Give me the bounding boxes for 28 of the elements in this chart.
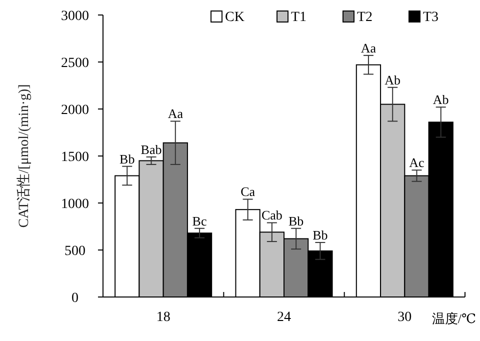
data-label: Bb — [120, 151, 135, 166]
data-label: Bc — [192, 213, 207, 228]
data-label: Cab — [261, 208, 282, 223]
legend-label: CK — [225, 10, 244, 25]
data-label: Ab — [432, 92, 449, 108]
data-label: Ab — [384, 72, 401, 88]
y-tick-label: 2000 — [61, 103, 89, 118]
y-tick-label: 500 — [64, 244, 86, 259]
data-label: Ca — [240, 184, 256, 200]
data-label: Aa — [168, 106, 184, 122]
x-tick-label: 24 — [277, 310, 291, 325]
data-label: Bb — [312, 227, 328, 242]
y-tick-label: 0 — [72, 291, 78, 306]
data-label: Bb — [288, 213, 304, 228]
y-tick-label: 1000 — [61, 197, 89, 212]
x-tick-label: 30 — [398, 310, 412, 325]
legend-label: T2 — [357, 10, 373, 25]
x-tick-label: 18 — [156, 310, 170, 325]
x-axis-title: 温度/℃ — [432, 311, 476, 326]
y-tick-label: 1500 — [61, 150, 89, 165]
y-tick-label: 2500 — [61, 56, 89, 71]
data-label: Aa — [360, 40, 376, 56]
legend-label: T3 — [423, 10, 439, 25]
y-tick-label: 3000 — [61, 9, 89, 24]
data-label: Ac — [409, 155, 425, 170]
legend-label: T1 — [291, 10, 307, 25]
data-label: Bab — [140, 142, 162, 157]
y-axis-title: CAT活性/[μmol/(min·g)] — [16, 84, 32, 228]
